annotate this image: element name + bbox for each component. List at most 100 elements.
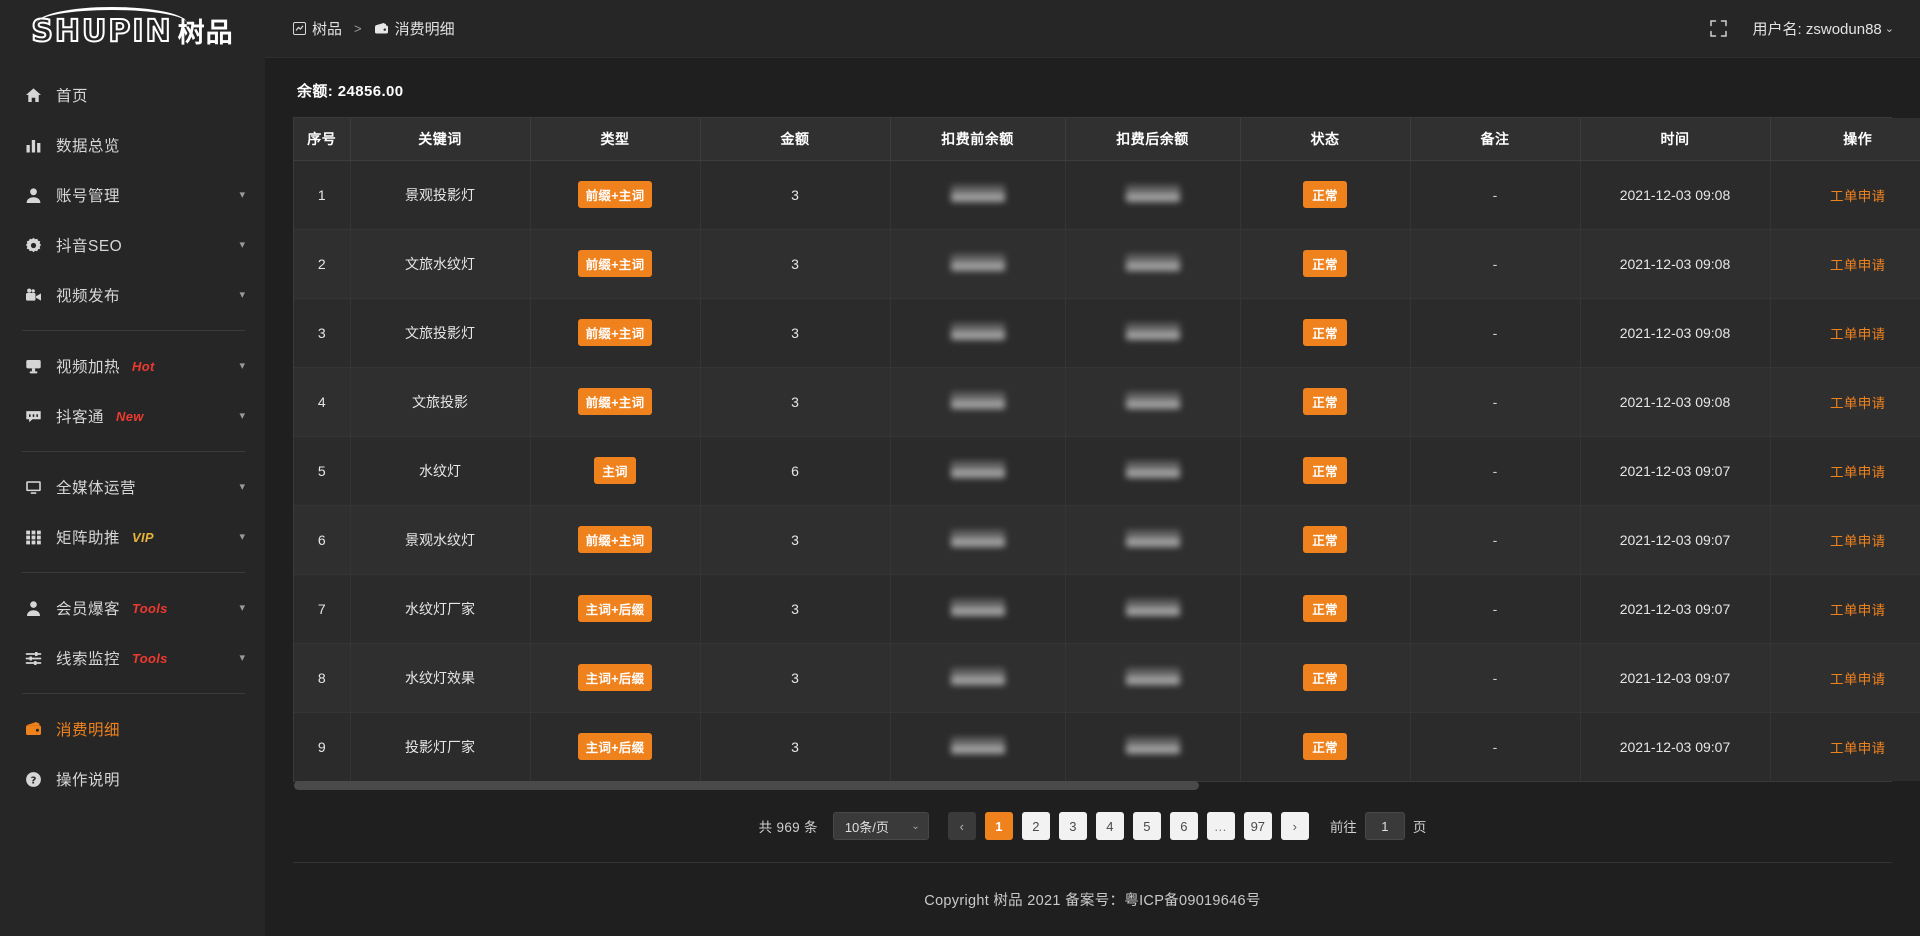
redacted-value — [950, 598, 1005, 616]
type-badge: 前缀+主词 — [577, 319, 653, 346]
cell-balance-after — [1065, 229, 1241, 299]
ticket-apply-link[interactable]: 工单申请 — [1829, 533, 1886, 549]
fire-rocket-icon — [22, 357, 44, 375]
sidebar-item-矩阵助推[interactable]: 矩阵助推 VIP ▾ — [0, 512, 265, 562]
pagination-next-button[interactable]: › — [1280, 812, 1309, 840]
table-column-header: 扣费后余额 — [1065, 118, 1241, 161]
sidebar-item-数据总览[interactable]: 数据总览 — [0, 120, 265, 170]
sidebar-item-视频发布[interactable]: 视频发布 ▾ — [0, 270, 265, 320]
cell-amount: 3 — [700, 160, 891, 230]
sidebar-item-label: 抖音SEO — [56, 238, 123, 255]
sidebar-item-label: 矩阵助推 — [56, 530, 121, 547]
jump-page-input[interactable] — [1364, 812, 1405, 840]
chevron-down-icon: ▾ — [239, 651, 245, 664]
ticket-apply-link[interactable]: 工单申请 — [1829, 464, 1886, 480]
sidebar-item-badge: Tools — [132, 650, 168, 666]
cell-keyword: 水纹灯效果 — [350, 643, 531, 713]
type-badge: 前缀+主词 — [577, 526, 653, 553]
cell-action: 工单申请 — [1770, 574, 1920, 644]
sidebar-item-线索监控[interactable]: 线索监控 Tools ▾ — [0, 633, 265, 683]
jump-prefix-label: 前往 — [1329, 820, 1357, 835]
page-size-select[interactable]: 10条/页 ⌄ — [832, 812, 929, 840]
pagination-page-4[interactable]: 4 — [1095, 812, 1124, 840]
sidebar-item-操作说明[interactable]: ? 操作说明 — [0, 754, 265, 804]
sidebar-item-全媒体运营[interactable]: 全媒体运营 ▾ — [0, 462, 265, 512]
ticket-apply-link[interactable]: 工单申请 — [1829, 671, 1886, 687]
grid-icon — [22, 528, 44, 546]
breadcrumb-item-current[interactable]: 消费明细 — [374, 18, 455, 39]
redacted-value — [950, 460, 1005, 478]
sidebar-item-视频加热[interactable]: 视频加热 Hot ▾ — [0, 341, 265, 391]
cell-action: 工单申请 — [1770, 436, 1920, 506]
chevron-down-icon: ▾ — [239, 288, 245, 301]
sidebar-item-账号管理[interactable]: 账号管理 ▾ — [0, 170, 265, 220]
status-badge: 正常 — [1303, 457, 1347, 484]
cell-status: 正常 — [1240, 505, 1411, 575]
pagination-page-5[interactable]: 5 — [1132, 812, 1161, 840]
type-badge: 主词+后缀 — [577, 664, 653, 691]
sidebar-item-抖客通[interactable]: 抖客通 New ▾ — [0, 391, 265, 441]
ticket-apply-link[interactable]: 工单申请 — [1829, 602, 1886, 618]
sidebar-item-label: 全媒体运营 — [56, 480, 137, 497]
cell-balance-after — [1065, 712, 1241, 781]
status-badge: 正常 — [1303, 595, 1347, 622]
ticket-apply-link[interactable]: 工单申请 — [1829, 188, 1886, 204]
wallet-icon — [374, 22, 389, 35]
ticket-apply-link[interactable]: 工单申请 — [1829, 326, 1886, 342]
cell-type: 主词+后缀 — [530, 712, 701, 781]
footer: Copyright 树品 2021 备案号：粤ICP备09019646号 — [293, 862, 1892, 936]
table-column-header: 金额 — [700, 118, 891, 161]
ticket-apply-link[interactable]: 工单申请 — [1829, 257, 1886, 273]
pagination-page-1[interactable]: 1 — [984, 812, 1013, 840]
pagination-page-97[interactable]: 97 — [1243, 812, 1272, 840]
pagination-page-6[interactable]: 6 — [1169, 812, 1198, 840]
brand-logo[interactable]: SHUPIN 树品 — [0, 0, 265, 58]
sidebar-item-首页[interactable]: 首页 — [0, 70, 265, 120]
cell-amount: 3 — [700, 643, 891, 713]
chevron-down-icon: ⌄ — [1884, 23, 1894, 35]
cell-index: 2 — [294, 229, 351, 299]
sidebar-item-消费明细[interactable]: 消费明细 — [0, 704, 265, 754]
cell-time: 2021-12-03 09:07 — [1580, 436, 1771, 506]
redacted-value — [950, 253, 1005, 271]
pagination-prev-button[interactable]: ‹ — [947, 812, 976, 840]
table-column-header: 时间 — [1580, 118, 1771, 161]
cell-action: 工单申请 — [1770, 712, 1920, 781]
pagination-jump: 前往 页 — [1329, 812, 1426, 840]
cell-keyword: 投影灯厂家 — [350, 712, 531, 781]
sidebar-item-抖音seo[interactable]: 抖音SEO ▾ — [0, 220, 265, 270]
table-row: 1 景观投影灯 前缀+主词 3 正常 - 2021-12-03 09:08 工单申请 — [294, 160, 1920, 230]
pagination-ellipsis[interactable]: … — [1206, 812, 1235, 840]
cell-action: 工单申请 — [1770, 160, 1920, 230]
cell-remark: - — [1410, 712, 1581, 781]
pagination-page-3[interactable]: 3 — [1058, 812, 1087, 840]
table-row: 4 文旅投影 前缀+主词 3 正常 - 2021-12-03 09:08 工单申请 — [294, 367, 1920, 437]
cell-index: 1 — [294, 160, 351, 230]
fullscreen-icon[interactable] — [1709, 20, 1727, 37]
cell-remark: - — [1410, 574, 1581, 644]
cell-index: 8 — [294, 643, 351, 713]
breadcrumb-item-root[interactable]: 树品 — [293, 18, 342, 39]
cell-balance-after — [1065, 367, 1241, 437]
menu-divider — [22, 572, 245, 573]
chart-bar-icon — [22, 136, 44, 154]
redacted-value — [1125, 391, 1180, 409]
ticket-apply-link[interactable]: 工单申请 — [1829, 395, 1886, 411]
user-menu[interactable]: 用户名: zswodun88 ⌄ — [1753, 18, 1894, 39]
sidebar-item-会员爆客[interactable]: 会员爆客 Tools ▾ — [0, 583, 265, 633]
ticket-apply-link[interactable]: 工单申请 — [1829, 740, 1886, 756]
type-badge: 前缀+主词 — [577, 250, 653, 277]
table-head: 序号 关键词 类型 金额 扣费前余额 扣费后余额 状态 备注 时间 操作 — [294, 118, 1920, 161]
pagination-page-2[interactable]: 2 — [1021, 812, 1050, 840]
balance-label: 余额: 24856.00 — [297, 83, 404, 100]
table-horizontal-scrollbar[interactable] — [294, 781, 1891, 790]
redacted-value — [1125, 253, 1180, 271]
cell-balance-before — [890, 505, 1066, 575]
cell-action: 工单申请 — [1770, 367, 1920, 437]
cell-status: 正常 — [1240, 160, 1411, 230]
scrollbar-thumb[interactable] — [294, 781, 1199, 790]
redacted-value — [950, 184, 1005, 202]
cell-balance-before — [890, 643, 1066, 713]
topbar-right: 用户名: zswodun88 ⌄ — [1709, 18, 1894, 39]
